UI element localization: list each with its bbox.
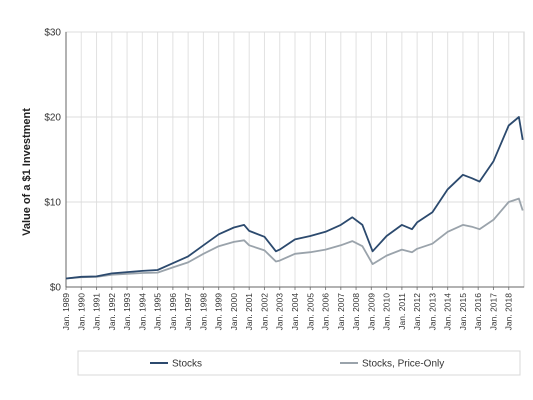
x-tick-label: Jan. 2016	[473, 293, 483, 331]
y-tick-label: $10	[44, 198, 61, 209]
x-tick-label: Jan. 2011	[397, 293, 407, 330]
x-tick-label: Jan. 1996	[168, 293, 178, 331]
x-tick-label: Jan. 2005	[305, 293, 315, 331]
x-tick-label: Jan. 1992	[107, 293, 117, 331]
x-tick-label: Jan. 1997	[183, 293, 193, 331]
x-tick-label: Jan. 2009	[366, 293, 376, 331]
x-tick-label: Jan. 2013	[427, 293, 437, 331]
x-tick-label: Jan. 2007	[336, 293, 346, 331]
series-lines	[65, 116, 524, 280]
x-tick-label: Jan. 1999	[214, 293, 224, 331]
x-tick-label: Jan. 1990	[76, 293, 86, 331]
x-tick-label: Jan. 1989	[61, 293, 71, 331]
x-tick-label: Jan. 1991	[92, 293, 102, 331]
x-tick-label: Jan. 1993	[122, 293, 132, 331]
x-tick-label: Jan. 2008	[351, 293, 361, 331]
x-tick-label: Jan. 2001	[244, 293, 254, 331]
legend-label: Stocks, Price-Only	[362, 359, 444, 370]
x-tick-label: Jan. 2012	[412, 293, 422, 331]
y-tick-label: $0	[50, 283, 62, 294]
x-tick-label: Jan. 2018	[504, 293, 514, 331]
x-tick-label: Jan. 2003	[275, 293, 285, 331]
x-tick-label: Jan. 2004	[290, 293, 300, 331]
y-tick-label: $20	[44, 113, 61, 124]
y-axis-label: Value of a $1 Investment	[21, 108, 33, 236]
axes: Jan. 1989 Jan. 1990 Jan. 1991 Jan. 1992 Jan.…	[44, 28, 524, 331]
legend-box	[77, 350, 521, 376]
legend: Stocks Stocks, Price-Only	[77, 350, 521, 376]
x-tick-label: Jan. 2006	[321, 293, 331, 331]
series-line-stocks	[65, 116, 524, 280]
x-tick-label: Jan. 2017	[488, 293, 498, 331]
x-tick-label: Jan. 2015	[458, 293, 468, 331]
grid	[65, 31, 525, 288]
x-tick-label: Jan. 2014	[443, 293, 453, 331]
series-line-stocks-price-only	[65, 197, 524, 280]
legend-label: Stocks	[172, 359, 202, 370]
x-tick-label: Jan. 1998	[198, 293, 208, 331]
x-tick-label: Jan. 2010	[382, 293, 392, 331]
y-tick-label: $30	[44, 28, 61, 39]
x-tick-label: Jan. 1995	[153, 293, 163, 331]
x-tick-label: Jan. 2000	[229, 293, 239, 331]
x-tick-label: Jan. 2002	[259, 293, 269, 331]
x-tick-label: Jan. 1994	[137, 293, 147, 331]
